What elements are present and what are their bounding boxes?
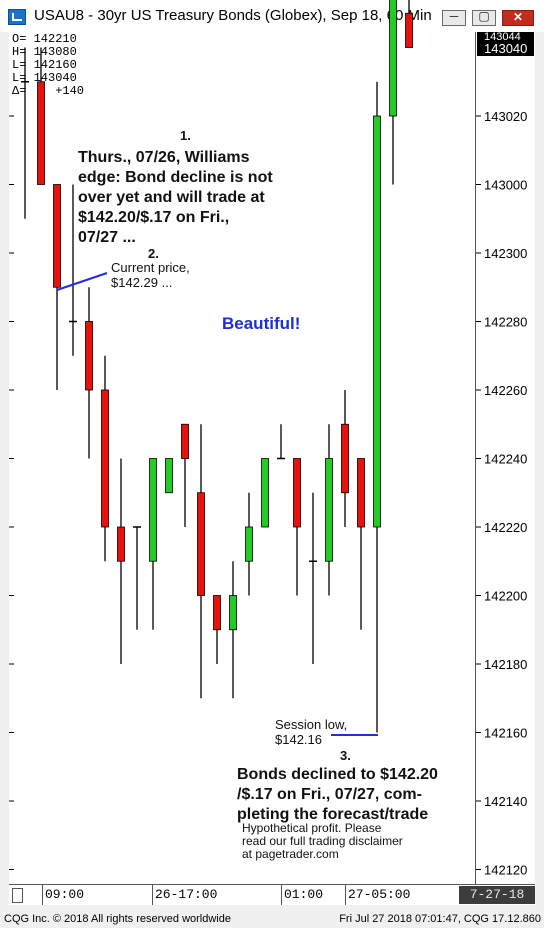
current-price-pointer [56,272,108,291]
minimize-icon: ─ [449,9,459,23]
readout-open: O= 142210 [12,32,77,46]
y-tick-label: 142180 [484,657,527,672]
note-1-line: $142.20/$.17 on Fri., [78,209,230,226]
time-divider [152,885,153,905]
y-tick-label: 142240 [484,452,527,467]
session-low-line: Session low, [275,717,348,732]
price-axis[interactable] [476,32,535,884]
candle-down [85,321,93,391]
current-date-box: 7-27-18 [459,886,535,904]
note-1-line: Thurs., 07/26, Williams [78,149,250,166]
maximize-button[interactable]: ▢ [472,9,496,26]
y-tick-label: 142260 [484,383,527,398]
disclaimer-line: at pagetrader.com [242,847,339,861]
candle-up [149,458,157,562]
annotation-note-2: Current price, $142.29 ... [111,260,190,290]
candle-up [389,0,397,117]
time-axis[interactable]: 09:00 26-17:00 01:00 27-05:00 7-27-18 [9,884,535,905]
annotation-label-2: 2. [148,246,159,261]
disclaimer: Hypothetical profit. Please read our ful… [242,822,403,861]
note-3-line: /$.17 on Fri., 07/27, com- [237,786,422,803]
close-button[interactable]: ✕ [502,10,534,26]
y-tick-label: 143000 [484,178,527,193]
candle-up [165,458,173,494]
time-label: 09:00 [45,887,85,902]
readout-last: L= 143040 [12,71,77,85]
candle-down [117,526,125,562]
status-bar: CQG Inc. © 2018 All rights reserved worl… [0,910,544,928]
candle-up [229,595,237,631]
ohlc-readout: O= 142210 H= 143080 L= 142160 L= 143040 Δ= +… [12,33,84,98]
window-title: USAU8 - 30yr US Treasury Bonds (Globex),… [34,7,432,24]
disclaimer-line: Hypothetical profit. Please [242,821,382,835]
time-label: 26-17:00 [155,887,218,902]
copyright-text: CQG Inc. © 2018 All rights reserved worl… [4,913,231,925]
annotation-label-1: 1. [180,128,191,143]
annotation-note-1: Thurs., 07/26, Williams edge: Bond decli… [78,148,273,248]
timestamp-text: Fri Jul 27 2018 07:01:47, CQG 17.12.860 [339,913,541,925]
note-3-line: Bonds declined to $142.20 [237,766,438,783]
session-low-line: $142.16 [275,732,322,747]
note-1-line: over yet and will trade at [78,189,265,206]
candle-down [213,595,221,631]
price-marker-top [477,32,534,41]
candle-down [357,458,365,528]
candle-down [405,12,413,48]
title-bar[interactable]: USAU8 - 30yr US Treasury Bonds (Globex),… [0,0,544,33]
candle-down [181,423,189,459]
time-divider [281,885,282,905]
time-divider [345,885,346,905]
disclaimer-line: read our full trading disclaimer [242,834,403,848]
y-tick-label: 142120 [484,863,527,878]
candle-up [373,115,381,528]
time-label: 01:00 [284,887,324,902]
note-1-line: 07/27 ... [78,229,136,246]
annotation-beautiful: Beautiful! [222,314,301,333]
time-divider [42,885,43,905]
chart-app-icon [8,9,26,25]
annotation-label-3: 3. [340,748,351,763]
y-tick-label: 143020 [484,109,527,124]
readout-low: L= 142160 [12,58,77,72]
time-label: 27-05:00 [348,887,411,902]
readout-change: Δ= +140 [12,84,85,98]
y-tick-label: 142220 [484,520,527,535]
annotation-note-3: Bonds declined to $142.20 /$.17 on Fri.,… [237,765,438,825]
plot-area[interactable] [9,32,476,884]
minimize-button[interactable]: ─ [442,9,466,26]
right-frame [535,32,544,928]
candle-down [53,184,61,288]
candle-down [197,492,205,596]
candle-up [261,458,269,528]
note-3-line: pleting the forecast/trade [237,806,429,823]
current-price-marker [477,40,534,56]
scroll-handle[interactable] [12,888,23,903]
candle-down [341,423,349,494]
close-icon: ✕ [512,10,524,24]
candle-down [293,458,301,528]
y-tick-label: 142280 [484,315,527,330]
maximize-icon: ▢ [478,9,490,23]
y-tick-label: 142140 [484,794,527,809]
y-tick-label: 142300 [484,246,527,261]
y-tick-label: 142200 [484,589,527,604]
note-1-line: edge: Bond decline is not [78,169,273,186]
annotation-session-low: Session low, $142.16 [275,717,347,747]
candle-up [325,458,333,562]
candle-down [101,389,109,528]
left-frame [0,32,9,884]
readout-high: H= 143080 [12,45,77,59]
current-price-label: 143040 [484,41,527,56]
y-tick-label: 142160 [484,726,527,741]
candle-up [245,526,253,562]
candle-down [37,81,45,185]
note-2-line: $142.29 ... [111,275,173,290]
note-2-line: Current price, [111,260,190,275]
